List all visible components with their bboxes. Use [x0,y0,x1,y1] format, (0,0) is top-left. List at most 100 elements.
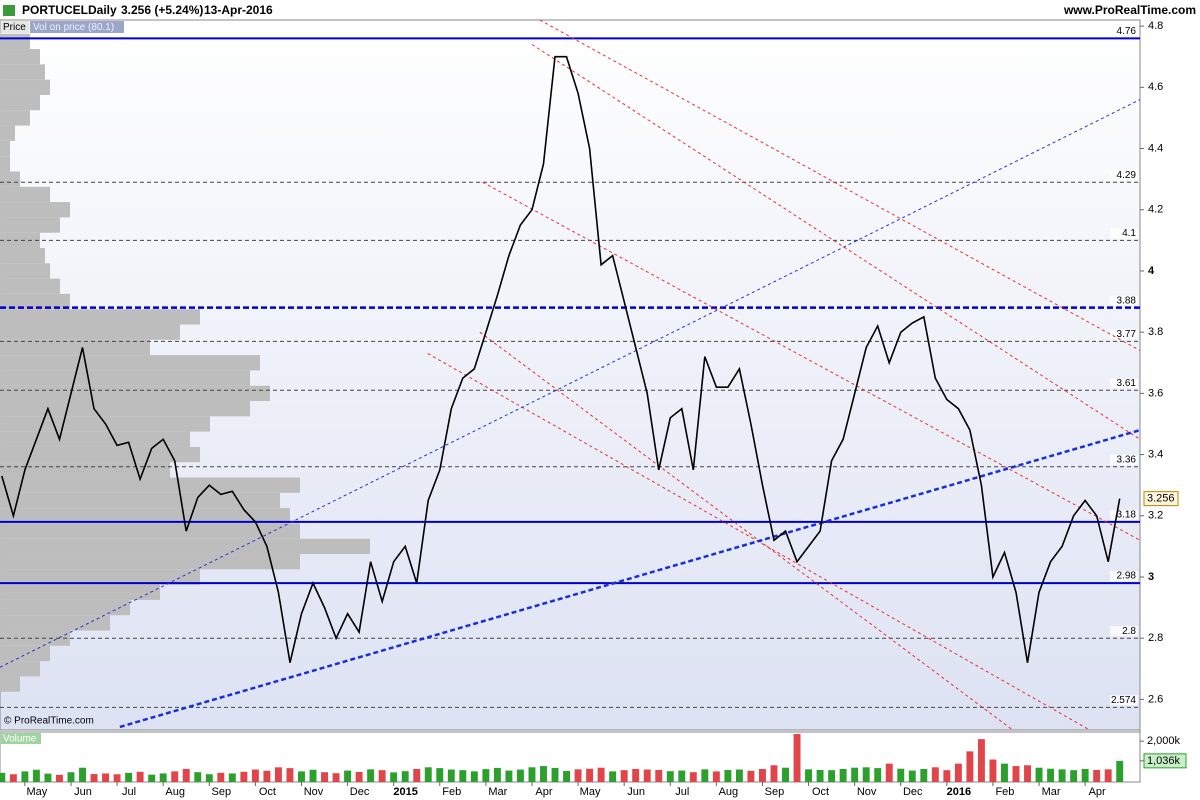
profile-bar [0,202,70,218]
volume-bar [597,767,605,782]
trendline [0,99,1140,668]
volume-bar [44,773,52,782]
profile-bar [0,247,45,264]
y-tick-label: 3.2 [1148,510,1163,522]
profile-bar [0,217,60,233]
level-label: 4.76 [1117,26,1137,37]
profile-bar [0,385,270,402]
logo-icon [3,5,15,16]
profile-bar [0,293,70,310]
volume-bar [67,772,75,782]
volume-last-box [1143,753,1187,769]
x-tick-label: Oct [812,786,829,798]
level-label: 2.8 [1122,626,1136,637]
level-label-bg [1110,454,1138,465]
volume-bar [828,770,836,782]
level-label-bg [1110,571,1138,582]
profile-bar [0,49,40,65]
volume-bar [839,768,847,782]
profile-bar [0,64,45,80]
volume-bar [102,773,110,782]
level-label-bg [1110,228,1138,239]
volume-bar [632,768,640,782]
volume-bar [21,771,29,782]
volume-bar [390,772,398,782]
volume-bar [805,769,813,782]
volume-bar [482,769,490,782]
volume-bar [874,768,882,782]
volume-bar [298,771,305,782]
volume-bar [735,769,743,782]
volume-bar [205,774,213,782]
profile-label: Vol on price (80.1) [33,22,114,33]
x-tick-label: Sep [765,786,785,798]
profile-bar [0,370,250,386]
volume-bar [251,769,259,782]
profile-bar [0,554,300,570]
volume-bar [1047,768,1055,782]
volume-bar [540,766,547,782]
plot-area: 4.76 4.29 4.1 3.88 3.77 3.61 3.36 3.18 2.98 2.8 2.… [0,20,1140,730]
level-label-bg [1110,329,1138,340]
profile-bar [0,186,50,203]
x-tick-label: Jul [675,786,689,798]
volume-bar [931,767,939,782]
profile-bar [0,508,290,524]
volume-bar [1058,769,1066,782]
y-tick-label: 4 [1148,265,1155,277]
y-tick-label: 3.4 [1148,448,1163,460]
profile-bar [0,477,300,493]
trendline [531,44,1140,440]
volume-bar [1012,766,1020,782]
volume-bar [689,772,697,782]
profile-bar [0,110,30,126]
x-tick-label: Nov [304,786,324,798]
level-label: 3.88 [1117,295,1137,306]
volume-bar [274,767,282,782]
volume-bar [701,769,709,782]
y-tick-label: 4.4 [1148,142,1163,154]
profile-bar [0,645,50,662]
volume-bar [401,771,409,782]
level-label-bg [1110,170,1138,181]
profile-bar [0,676,20,692]
volume-bar [1001,763,1008,782]
y-tick-label: 4.2 [1148,204,1163,216]
x-tick-label: Dec [350,786,370,798]
volume-bar [332,773,340,782]
volume-bar [309,769,317,782]
profile-bar [0,431,190,447]
volume-bar [0,772,6,782]
volume-bar [563,770,570,782]
volume-bar [908,770,916,782]
level-label-bg [1110,626,1138,637]
volume-bar [113,774,121,782]
volume-bar [194,772,202,782]
profile-bar [0,339,150,356]
y-tick-label: 3.6 [1148,387,1163,399]
volume-bar [148,774,156,782]
y-tick-label: 2.8 [1148,632,1163,644]
x-tick-label: Oct [259,786,276,798]
profile-bar [0,171,20,187]
profile-bar [0,523,300,539]
volume-bar [666,771,674,782]
profile-bar [0,94,40,111]
volume-bar [459,770,467,782]
volume-bar [678,770,686,782]
x-tick-label: Feb [995,786,1014,798]
level-label: 4.1 [1122,228,1136,239]
volume-bar [9,774,17,782]
volume-bar [724,769,732,782]
level-label: 4.29 [1117,170,1137,181]
volume-bar [885,763,893,782]
volume-bar [413,768,421,782]
volume-bar [344,770,352,782]
volume-bar [56,774,63,782]
volume-bar [954,763,962,782]
level-label: 3.18 [1117,510,1137,521]
volume-bar [263,770,271,782]
level-label: 3.61 [1117,378,1137,389]
y-tick-label: 3 [1148,571,1154,583]
copyright: © ProRealTime.com [4,716,94,727]
